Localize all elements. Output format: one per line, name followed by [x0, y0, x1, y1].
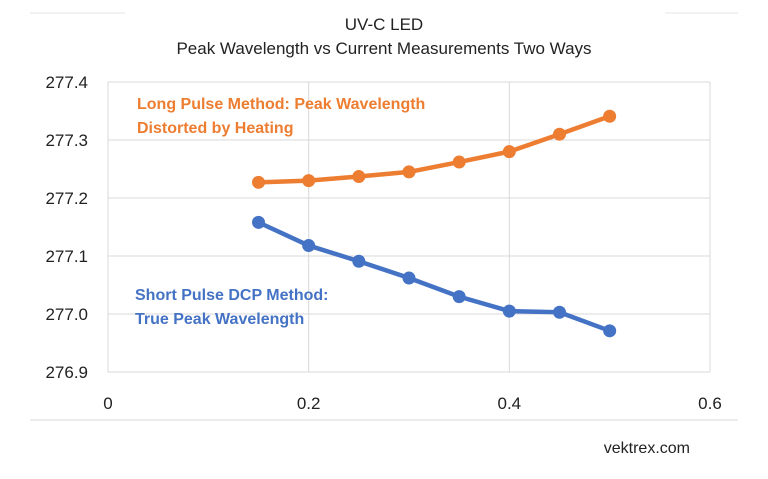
- series-annotation: Short Pulse DCP Method:: [135, 287, 329, 304]
- x-axis-ticks: 0 0.2 0.4 0.6: [103, 394, 722, 413]
- y-tick-label: 277.0: [45, 305, 88, 324]
- series-annotation: Distorted by Heating: [137, 120, 293, 137]
- data-point: [553, 305, 566, 319]
- data-point: [553, 127, 566, 141]
- data-point: [452, 155, 466, 169]
- data-point: [302, 174, 316, 188]
- data-point: [603, 109, 617, 123]
- gridlines: [107, 81, 711, 373]
- x-tick-label: 0.2: [297, 394, 321, 413]
- y-tick-label: 277.1: [45, 247, 88, 266]
- series-line-0: [258, 114, 611, 185]
- data-point: [452, 290, 466, 304]
- data-point: [502, 304, 516, 318]
- series-annotation: True Peak Wavelength: [135, 311, 304, 328]
- annotations: Long Pulse Method: Peak Wavelength Distor…: [135, 96, 425, 328]
- y-tick-label: 277.2: [45, 189, 88, 208]
- chart-subtitle: Peak Wavelength vs Current Measurements …: [176, 39, 592, 58]
- data-point: [302, 239, 316, 253]
- series-group: [252, 109, 617, 338]
- x-tick-label: 0.4: [498, 394, 522, 413]
- y-tick-label: 277.3: [45, 131, 88, 150]
- y-tick-label: 277.4: [45, 73, 88, 92]
- data-point: [603, 324, 617, 338]
- data-point: [402, 271, 416, 285]
- series-annotation: Long Pulse Method: Peak Wavelength: [137, 96, 425, 113]
- data-point: [252, 175, 265, 189]
- y-tick-label: 276.9: [45, 363, 88, 382]
- chart-title: UV-C LED: [344, 15, 424, 34]
- x-tick-label: 0: [103, 394, 112, 413]
- data-point: [502, 145, 516, 159]
- data-point: [352, 254, 366, 268]
- data-point: [352, 170, 366, 184]
- data-point: [402, 165, 416, 179]
- y-axis-ticks: 276.9 277.0 277.1 277.2 277.3 277.4: [45, 73, 88, 382]
- x-tick-label: 0.6: [698, 394, 722, 413]
- series-line-1: [257, 220, 611, 333]
- data-point: [252, 215, 265, 229]
- source-credit: vektrex.com: [603, 440, 690, 457]
